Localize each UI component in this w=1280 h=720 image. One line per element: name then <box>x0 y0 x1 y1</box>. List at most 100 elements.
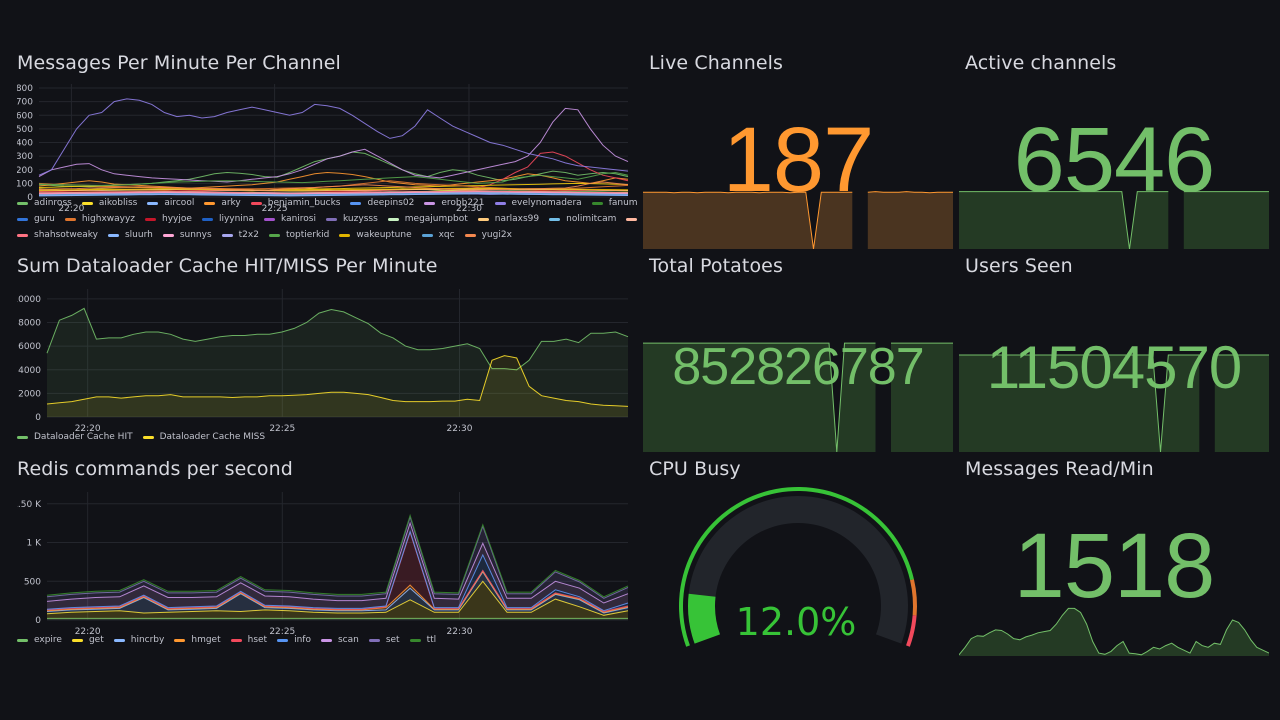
legend-item-info[interactable]: info <box>277 632 311 648</box>
legend-item-shahsotweaky[interactable]: shahsotweaky <box>17 227 98 243</box>
legend-row: Dataloader Cache HIT Dataloader Cache MIS… <box>17 429 630 445</box>
legend-item-sluurh[interactable]: sluurh <box>107 227 153 243</box>
series-line-arky[interactable] <box>38 171 629 189</box>
series-line-narlaxs99[interactable] <box>38 188 629 192</box>
legend-item-erobb221[interactable]: erobb221 <box>424 195 485 211</box>
y-tick-label: 600 <box>17 111 33 121</box>
messages-read-sparkline <box>959 607 1269 656</box>
panel-title[interactable]: CPU Busy <box>649 458 741 480</box>
series-line-evelynomadera[interactable] <box>38 98 629 176</box>
legend-item-kuzysss[interactable]: kuzysss <box>326 211 378 227</box>
legend-item-arky[interactable]: arky <box>204 195 241 211</box>
series-line-sluurh[interactable] <box>38 193 629 197</box>
panel-title[interactable]: Total Potatoes <box>649 255 783 277</box>
legend-item-set[interactable]: set <box>368 632 400 648</box>
legend-item-get[interactable]: get <box>71 632 104 648</box>
series-line-hmget[interactable] <box>46 570 629 613</box>
series-line-scan[interactable] <box>46 521 629 604</box>
series-line-shahsotweaky[interactable] <box>38 190 629 194</box>
legend-row: expire get hincrby hmget hset info scan set ttl <box>17 632 630 648</box>
legend-label: Dataloader Cache HIT <box>34 432 133 442</box>
series-line-Dataloader Cache MISS[interactable] <box>46 355 629 407</box>
legend-swatch <box>221 233 233 237</box>
legend-label: scan <box>337 635 359 645</box>
legend-item-deepins02[interactable]: deepins02 <box>350 195 414 211</box>
series-line-get[interactable] <box>46 580 629 616</box>
legend-swatch <box>204 201 216 205</box>
y-tick-label: 300 <box>17 152 33 162</box>
legend-item-hincrby[interactable]: hincrby <box>113 632 164 648</box>
legend-item-fanum[interactable]: fanum <box>591 195 638 211</box>
legend-item-sunnys[interactable]: sunnys <box>162 227 212 243</box>
legend-item-hmget[interactable]: hmget <box>174 632 221 648</box>
legend-item-Dataloader Cache MISS[interactable]: Dataloader Cache MISS <box>142 429 265 445</box>
series-area-scan <box>47 523 628 611</box>
legend-label: guru <box>34 214 55 224</box>
legend-swatch <box>17 233 28 237</box>
dataloader-chart[interactable]: 0 2000 4000 6000 8000 10000 22:20 22:25 22:30 <box>17 287 630 437</box>
gauge-value-fill <box>688 593 721 644</box>
cpu-gauge: 12.0% <box>679 487 917 647</box>
panel-title[interactable]: Users Seen <box>965 255 1073 277</box>
legend-item-toptierkid[interactable]: toptierkid <box>268 227 329 243</box>
legend-item-expire[interactable]: expire <box>17 632 62 648</box>
series-line-Dataloader Cache HIT[interactable] <box>46 307 629 371</box>
legend-item-narlaxs99[interactable]: narlaxs99 <box>477 211 539 227</box>
messages-chart[interactable]: 0 100 200 300 400 500 600 700 800 22:20 22:25 22:30 <box>17 82 630 217</box>
legend-swatch <box>17 201 28 205</box>
legend-item-yugi2x[interactable]: yugi2x <box>464 227 512 243</box>
redis-chart[interactable]: 0 500 1 K 1.50 K 22:20 22:25 22:30 <box>17 490 630 640</box>
legend-label: megajumpbot <box>404 214 468 224</box>
x-tick-label: 22:30 <box>447 627 473 637</box>
panel-title[interactable]: Redis commands per second <box>17 458 293 480</box>
legend-item-hset[interactable]: hset <box>230 632 267 648</box>
series-line-hset[interactable] <box>46 530 629 613</box>
legend-item-wakeuptune[interactable]: wakeuptune <box>339 227 412 243</box>
legend-item-Dataloader Cache HIT[interactable]: Dataloader Cache HIT <box>17 429 133 445</box>
legend-item-aikobliss[interactable]: aikobliss <box>81 195 138 211</box>
legend-item-scan[interactable]: scan <box>320 632 359 648</box>
legend-item-nolimitcam[interactable]: nolimitcam <box>549 211 616 227</box>
panel-title[interactable]: Messages Read/Min <box>965 458 1154 480</box>
legend-item-hyyjoe[interactable]: hyyjoe <box>145 211 192 227</box>
legend-label: sunnys <box>179 230 212 240</box>
panel-title[interactable]: Live Channels <box>649 52 784 74</box>
legend-item-aircool[interactable]: aircool <box>147 195 194 211</box>
series-line-benjamin_bucks[interactable] <box>38 151 629 193</box>
x-tick-label: 22:25 <box>269 424 295 434</box>
series-line-xqc[interactable] <box>38 192 629 196</box>
panel-title[interactable]: Sum Dataloader Cache HIT/MISS Per Minute <box>17 255 438 277</box>
legend-item-megajumpbot[interactable]: megajumpbot <box>387 211 468 227</box>
legend-item-adinross[interactable]: adinross <box>17 195 72 211</box>
legend-swatch <box>477 217 489 221</box>
legend-row: guru highxwayyz hyyjoe liyynina kanirosi kuzy… <box>17 211 701 227</box>
series-line-info[interactable] <box>46 529 629 612</box>
sparkline-area <box>867 191 953 249</box>
series-line-yugi2x[interactable] <box>38 181 629 191</box>
legend-swatch <box>320 638 332 642</box>
legend-item-evelynomadera[interactable]: evelynomadera <box>494 195 582 211</box>
legend-item-xqc[interactable]: xqc <box>421 227 455 243</box>
legend-item-highxwayyz[interactable]: highxwayyz <box>64 211 135 227</box>
legend-item-t2x2[interactable]: t2x2 <box>221 227 259 243</box>
series-line-erobb221[interactable] <box>38 107 629 183</box>
legend-swatch <box>549 217 561 221</box>
series-line-ttl[interactable] <box>46 513 629 598</box>
legend-item-liyynina[interactable]: liyynina <box>201 211 254 227</box>
legend-label: aikobliss <box>98 198 138 208</box>
panel-title[interactable]: Active channels <box>965 52 1117 74</box>
legend-item-kanirosi[interactable]: kanirosi <box>264 211 316 227</box>
series-line-hincrby[interactable] <box>46 570 629 614</box>
series-area-hincrby <box>47 571 628 616</box>
series-line-toptierkid[interactable] <box>38 171 629 186</box>
legend-swatch <box>264 217 276 221</box>
y-tick-label: 4000 <box>18 366 41 376</box>
panel-title[interactable]: Messages Per Minute Per Channel <box>17 52 341 74</box>
legend-item-guru[interactable]: guru <box>17 211 55 227</box>
series-line-sunnys[interactable] <box>38 191 629 195</box>
sparkline-area <box>959 191 1169 249</box>
legend-item-ttl[interactable]: ttl <box>409 632 436 648</box>
dataloader-legend: Dataloader Cache HIT Dataloader Cache MIS… <box>17 429 630 445</box>
legend-item-benjamin_bucks[interactable]: benjamin_bucks <box>250 195 340 211</box>
series-line-set[interactable] <box>46 515 629 599</box>
